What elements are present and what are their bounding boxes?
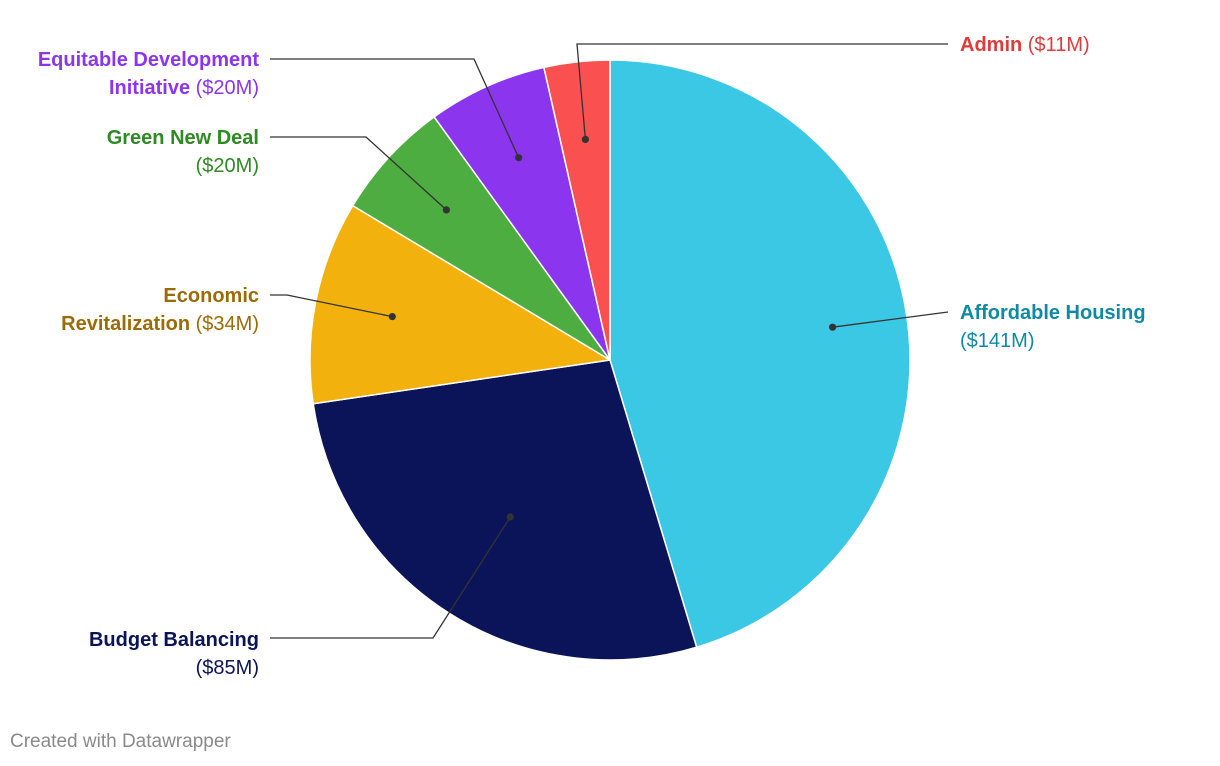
leader-dot-equitable-development-initiative bbox=[515, 154, 523, 162]
slice-label-budget-balancing: Budget Balancing ($85M) bbox=[89, 629, 259, 679]
leader-dot-affordable-housing bbox=[829, 323, 837, 331]
leader-dot-budget-balancing bbox=[506, 513, 514, 521]
slice-label-value: ($34M) bbox=[190, 313, 259, 335]
slice-label-affordable-housing: Affordable Housing ($141M) bbox=[960, 302, 1146, 352]
slice-label-value: ($11M) bbox=[1022, 34, 1089, 56]
leader-dot-admin bbox=[581, 135, 590, 143]
credit-text: Created with Datawrapper bbox=[10, 731, 231, 752]
pie-slice-affordable-housing[interactable] bbox=[609, 59, 911, 648]
slice-label-name: Affordable Housing bbox=[960, 302, 1146, 324]
leader-line-admin bbox=[576, 43, 948, 140]
slice-label-value: ($85M) bbox=[196, 657, 259, 679]
pie-slices bbox=[309, 59, 911, 661]
slice-label-equitable-development-initiative: Equitable Development Initiative ($20M) bbox=[38, 49, 259, 99]
slice-label-name: Green New Deal bbox=[107, 127, 259, 149]
leader-line-equitable-development-initiative bbox=[270, 58, 520, 158]
slice-label-name: Admin bbox=[960, 34, 1022, 56]
leader-line-economic-revitalization bbox=[270, 294, 393, 318]
pie-slice-admin[interactable] bbox=[543, 59, 611, 361]
leader-dot-economic-revitalization bbox=[388, 313, 396, 321]
slice-label-value: ($20M) bbox=[196, 155, 259, 177]
slice-label-name: Equitable Development bbox=[38, 49, 259, 71]
slice-label-admin: Admin ($11M) bbox=[960, 34, 1090, 56]
leader-lines bbox=[270, 43, 949, 639]
leader-line-green-new-deal bbox=[270, 136, 447, 211]
slice-label-economic-revitalization: Economic Revitalization ($34M) bbox=[61, 285, 259, 335]
slice-label-name: Budget Balancing bbox=[89, 629, 259, 651]
leader-line-budget-balancing bbox=[270, 516, 511, 639]
slice-label-value: ($141M) bbox=[960, 330, 1034, 352]
slice-label-name: Economic bbox=[163, 285, 259, 307]
slice-label-name: Revitalization bbox=[61, 313, 190, 335]
slice-labels: Affordable Housing ($141M) Budget Balancin… bbox=[38, 34, 1146, 679]
slice-label-value: ($20M) bbox=[190, 77, 259, 99]
slice-label-green-new-deal: Green New Deal ($20M) bbox=[107, 127, 259, 177]
leader-dot-green-new-deal bbox=[442, 206, 450, 214]
slice-label-name: Initiative bbox=[109, 77, 190, 99]
leader-line-affordable-housing bbox=[832, 311, 949, 328]
